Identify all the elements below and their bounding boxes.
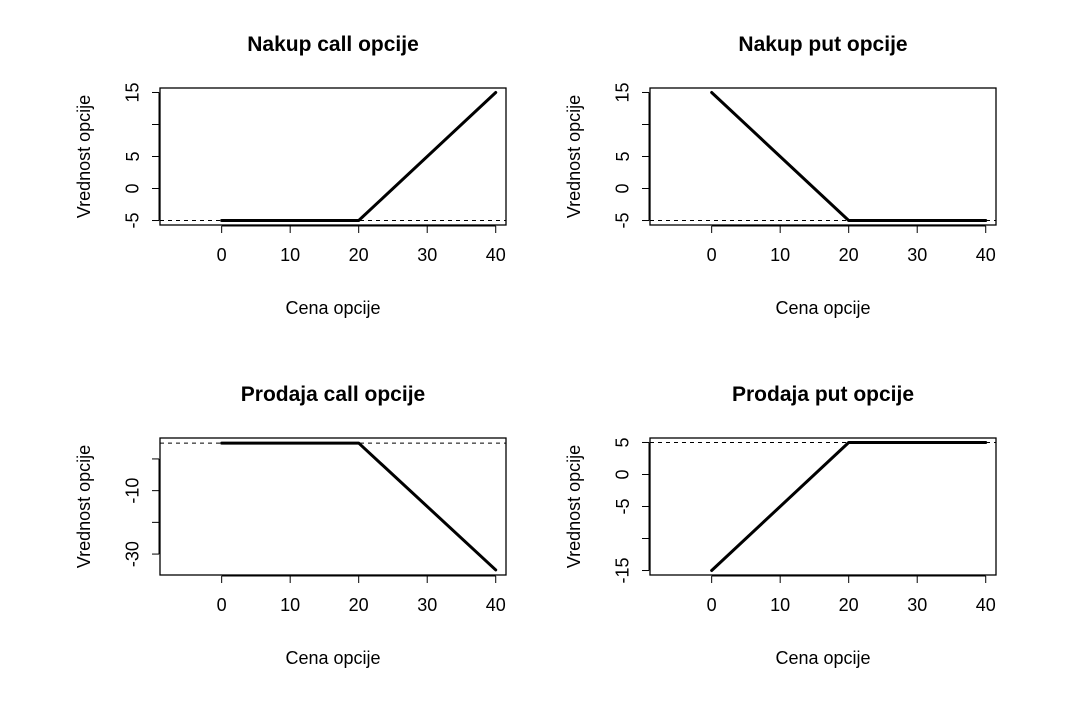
y-tick-label: -5: [613, 498, 633, 514]
x-tick-label: 30: [417, 595, 437, 615]
y-tick-label: 15: [123, 82, 143, 102]
x-tick-label: 0: [707, 245, 717, 265]
chart-title: Nakup call opcije: [247, 33, 419, 56]
x-tick-label: 10: [770, 595, 790, 615]
x-tick-label: 40: [976, 245, 996, 265]
plot-area: [159, 437, 507, 576]
y-tick-label: -5: [123, 213, 143, 229]
plot-area: [649, 87, 997, 226]
x-tick-label: 30: [907, 595, 927, 615]
payoff-line: [710, 440, 988, 573]
payoff-line: [220, 441, 498, 572]
x-tick-label: 20: [349, 595, 369, 615]
x-tick-label: 10: [280, 595, 300, 615]
y-tick-label: 15: [613, 82, 633, 102]
y-axis-label: Vrednost opcije: [564, 95, 584, 218]
x-tick-label: 30: [907, 245, 927, 265]
plot-area: [159, 87, 507, 226]
y-tick-label: -15: [613, 558, 633, 584]
y-axis-label: Vrednost opcije: [74, 95, 94, 218]
x-axis-label: Cena opcije: [285, 648, 380, 668]
chart-title: Prodaja call opcije: [241, 383, 425, 406]
x-axis-label: Cena opcije: [285, 298, 380, 318]
payoff-line: [220, 90, 498, 223]
y-tick-label: 5: [613, 151, 633, 161]
x-tick-label: 40: [976, 595, 996, 615]
y-tick-label: -30: [123, 541, 143, 567]
x-tick-label: 10: [770, 245, 790, 265]
chart-panel-2: Nakup put opcije Cena opcije Vrednost opci…: [564, 33, 997, 318]
chart-panel-4: Prodaja put opcije Cena opcije Vrednost op…: [564, 383, 997, 668]
chart-panel-3: Prodaja call opcije Cena opcije Vrednost o…: [74, 383, 507, 668]
plot-area: [649, 437, 997, 576]
chart-panel-1: Nakup call opcije Cena opcije Vrednost opc…: [74, 33, 507, 318]
x-tick-label: 40: [486, 245, 506, 265]
x-tick-label: 0: [707, 595, 717, 615]
x-tick-label: 0: [217, 595, 227, 615]
y-tick-label: -10: [123, 478, 143, 504]
x-tick-label: 30: [417, 245, 437, 265]
x-axis-label: Cena opcije: [775, 648, 870, 668]
x-tick-label: 20: [349, 245, 369, 265]
chart-title: Prodaja put opcije: [732, 383, 914, 406]
y-axis-label: Vrednost opcije: [74, 445, 94, 568]
y-tick-label: -5: [613, 213, 633, 229]
x-tick-label: 20: [839, 595, 859, 615]
x-tick-label: 40: [486, 595, 506, 615]
x-tick-label: 20: [839, 245, 859, 265]
chart-title: Nakup put opcije: [738, 33, 907, 56]
y-tick-label: 0: [613, 184, 633, 194]
y-tick-label: 5: [123, 151, 143, 161]
y-tick-label: 0: [613, 469, 633, 479]
payoff-line: [710, 90, 988, 223]
x-axis-label: Cena opcije: [775, 298, 870, 318]
x-tick-label: 10: [280, 245, 300, 265]
x-tick-label: 0: [217, 245, 227, 265]
y-tick-label: 0: [123, 184, 143, 194]
y-axis-label: Vrednost opcije: [564, 445, 584, 568]
y-tick-label: 5: [613, 437, 633, 447]
